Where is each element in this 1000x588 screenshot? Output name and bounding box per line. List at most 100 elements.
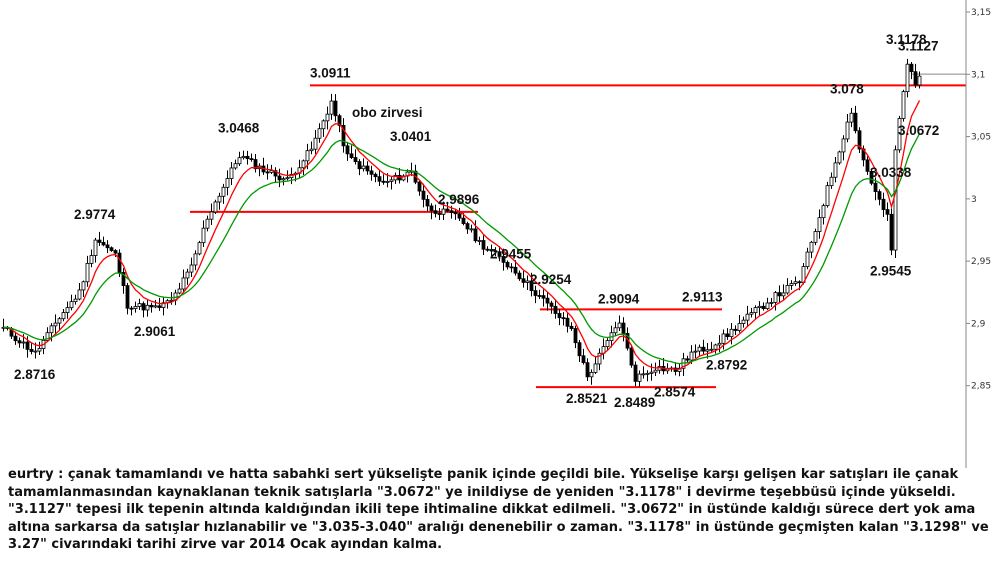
candle-body	[821, 205, 826, 219]
candle-body	[373, 173, 378, 178]
candle-body	[149, 304, 154, 308]
candle-body	[185, 271, 190, 279]
candle-body	[445, 208, 450, 212]
candle-body	[69, 301, 74, 309]
candle-body	[505, 261, 510, 268]
candle-body	[501, 255, 506, 263]
candle-body	[709, 348, 714, 351]
y-tick-label: 3,15	[971, 8, 991, 18]
candle-body	[717, 342, 722, 346]
candle-body	[425, 198, 430, 207]
candle-body	[901, 91, 906, 119]
candle-body	[777, 292, 782, 297]
candle-body	[473, 228, 478, 242]
candle-body	[245, 155, 250, 160]
candle-body	[597, 352, 602, 365]
candle-body	[233, 163, 238, 169]
candle-body	[741, 319, 746, 324]
candle-body	[57, 318, 62, 324]
candle-body	[253, 159, 258, 170]
candle-body	[365, 165, 370, 172]
pivot-label: 3.0401	[390, 129, 432, 144]
candle-body	[697, 346, 702, 352]
candle-body	[853, 112, 858, 132]
candle-body	[289, 173, 294, 179]
candle-body	[461, 217, 466, 224]
y-tick-label: 2,95	[971, 257, 991, 267]
candle-body	[581, 355, 586, 364]
candle-body	[65, 307, 70, 313]
candle-body	[465, 223, 470, 230]
candle-body	[889, 213, 894, 251]
candle-body	[833, 162, 838, 178]
candle-body	[665, 368, 670, 372]
candle-body	[685, 358, 690, 361]
candle-body	[765, 302, 770, 309]
candle-body	[97, 239, 102, 243]
candle-body	[753, 307, 758, 313]
candle-body	[137, 303, 142, 307]
pivot-label: 2.8792	[706, 357, 747, 372]
candle-body	[421, 190, 426, 200]
candle-body	[49, 325, 54, 334]
pivot-label: 3.0338	[870, 165, 912, 180]
candle-body	[77, 289, 82, 300]
candle-body	[113, 250, 118, 254]
candle-body	[629, 347, 634, 366]
candle-body	[393, 174, 398, 181]
candle-body	[873, 182, 878, 193]
candle-body	[797, 281, 802, 284]
candle-body	[693, 350, 698, 353]
candle-body	[17, 340, 22, 344]
pivot-label: 3.1127	[898, 38, 939, 53]
candle-body	[237, 157, 242, 165]
candle-body	[881, 198, 886, 210]
candle-body	[793, 281, 798, 284]
y-tick-label: 3,05	[971, 133, 991, 143]
candle-body	[277, 175, 282, 181]
candle-body	[809, 241, 814, 253]
candle-body	[565, 317, 570, 327]
candle-body	[537, 295, 542, 297]
candle-body	[785, 285, 790, 294]
candle-body	[333, 100, 338, 117]
candle-body	[321, 120, 326, 130]
candle-body	[225, 178, 230, 188]
pivot-label: 2.9061	[134, 324, 176, 339]
candle-body	[525, 280, 530, 283]
candle-body	[221, 186, 226, 197]
candle-body	[497, 251, 502, 257]
candle-body	[145, 304, 150, 311]
candle-body	[401, 175, 406, 181]
candle-body	[561, 317, 566, 320]
candle-body	[649, 371, 654, 374]
candle-body	[329, 100, 334, 115]
pivot-label: 2.9774	[74, 207, 116, 222]
candle-body	[349, 153, 354, 158]
candle-body	[213, 201, 218, 213]
candle-body	[857, 130, 862, 150]
pivot-label: 2.8521	[566, 391, 608, 406]
candle-body	[353, 157, 358, 163]
candle-body	[81, 281, 86, 291]
candle-body	[309, 148, 314, 152]
candle-body	[133, 306, 138, 309]
candle-body	[29, 348, 34, 352]
price-chart: 2,85 2,9 2,95 3 3,05 3,1 3,15 2.8716 2.9774 2.90…	[1, 0, 991, 468]
candle-body	[361, 165, 366, 170]
candle-body	[201, 227, 206, 244]
candle-body	[433, 210, 438, 214]
candle-body	[829, 176, 834, 187]
candle-body	[645, 372, 650, 375]
pivot-label: 2.8489	[614, 395, 655, 410]
candle-body	[869, 170, 874, 184]
candle-body	[789, 283, 794, 286]
candle-body	[129, 307, 134, 310]
candle-body	[589, 371, 594, 378]
market-commentary: eurtry : çanak tamamlandı ve hatta sabah…	[8, 467, 989, 553]
candle-body	[509, 266, 514, 269]
pivot-label: 2.9896	[438, 192, 480, 207]
candle-body	[621, 322, 626, 334]
candle-body	[105, 244, 110, 249]
candle-body	[553, 305, 558, 314]
